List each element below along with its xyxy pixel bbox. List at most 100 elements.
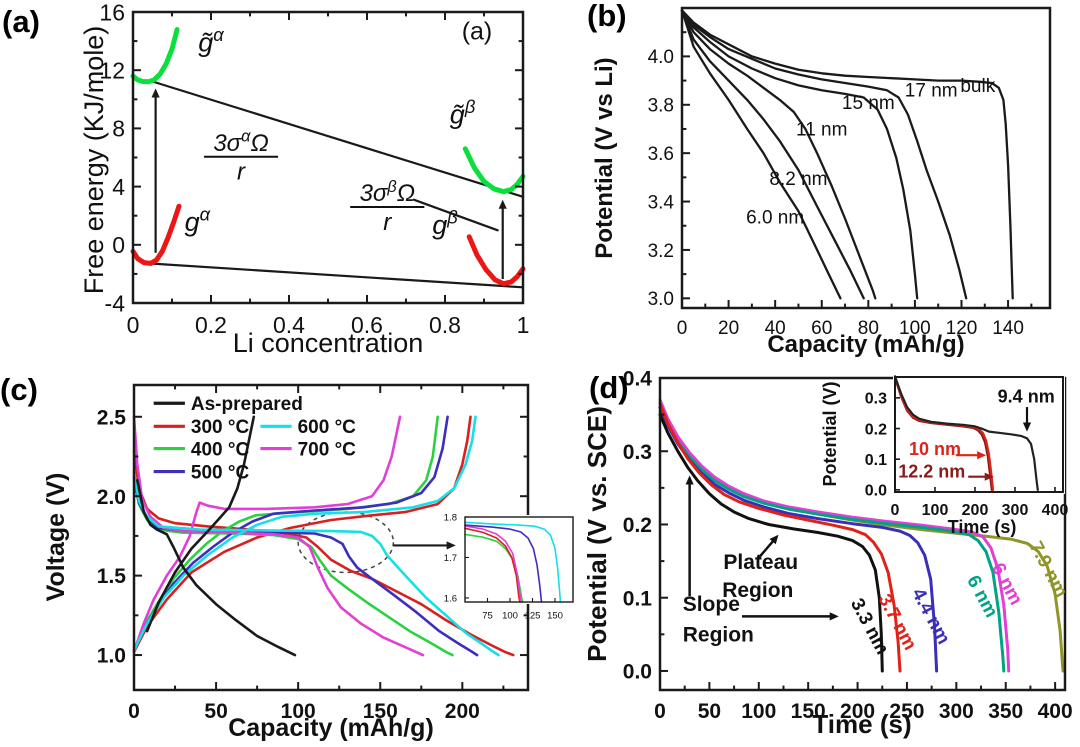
y-axis-label-b: Potential (V vs Li) xyxy=(591,57,618,258)
annotation-text: 11 nm xyxy=(796,120,847,141)
y-axis-label-a: Free energy (KJ/mole) xyxy=(79,26,109,295)
tick-label: 4.0 xyxy=(648,47,674,68)
annotation-text: bulk xyxy=(960,76,995,97)
y-axis-label-c: Voltage (V) xyxy=(42,473,70,602)
tick-label: 0.6 xyxy=(351,312,383,338)
tick-label: 3.0 xyxy=(648,289,674,310)
series-ci-300C xyxy=(464,527,521,603)
series-c-600C-discharge xyxy=(132,471,500,657)
tick-label: 16 xyxy=(99,0,125,25)
arrow-head xyxy=(498,199,507,209)
tick-label: 80 xyxy=(858,318,879,339)
annotation-text: Plateau xyxy=(723,551,798,574)
series-d-3.3nm xyxy=(658,413,884,673)
tick-label: 0 xyxy=(654,700,666,723)
fraction-denominator: r xyxy=(237,159,246,186)
tick-label: 50 xyxy=(698,700,721,723)
tick-label: 0.4 xyxy=(273,312,305,338)
tick-label: -4 xyxy=(105,290,126,316)
series-c-500C-discharge xyxy=(132,475,479,657)
panel-ci: 75 100 125 150 1.6 1.7 1.8 xyxy=(444,512,575,622)
tick-label: 0.1 xyxy=(623,587,653,610)
legend-label: As-prepared xyxy=(191,394,303,415)
tick-label: 0.4 xyxy=(623,368,653,391)
tick-label: 40 xyxy=(765,318,786,339)
tick-label: 150 xyxy=(791,700,826,723)
tick-label: 300 xyxy=(939,700,974,723)
annotation-text: 6.0 nm xyxy=(746,207,804,228)
arrow-line xyxy=(756,538,776,560)
tick-label: 0 xyxy=(127,312,140,338)
y-axis-label-d: Potential (V vs. SCE) xyxy=(582,406,612,662)
series-c-700C-charge xyxy=(132,415,402,654)
tick-label: 300 xyxy=(1002,502,1029,519)
annotation-text: Region xyxy=(722,579,793,602)
legend-label: 400 °C xyxy=(191,439,250,460)
series-b-6.0nm xyxy=(680,9,842,300)
tick-label: 1 xyxy=(517,312,530,338)
panel-label-c: (c) xyxy=(0,372,38,407)
annotation-text: 10 nm xyxy=(909,439,961,459)
tick-label: 1.0 xyxy=(97,645,126,668)
tick-label: 60 xyxy=(811,318,832,339)
series-d-6nm-magenta xyxy=(658,398,1011,673)
annotation-text: Region xyxy=(683,624,754,647)
x-axis-label-d: Time (s) xyxy=(812,709,911,739)
tick-label: 3.4 xyxy=(648,192,675,213)
annotation-text: g̃α xyxy=(198,24,224,57)
arrow-head xyxy=(984,472,994,481)
series-c-as-prepared-discharge xyxy=(136,479,297,657)
annotation-text: 17 nm xyxy=(905,80,958,101)
series-b-8.2nm xyxy=(680,9,865,300)
tick-label: 100 xyxy=(502,611,518,622)
fraction-numerator: 3σβΩ xyxy=(360,178,415,207)
tick-label: 75 xyxy=(482,611,493,622)
tick-label: 0.3 xyxy=(623,441,652,464)
annotation-text: gα xyxy=(185,204,211,237)
annotation-text: gβ xyxy=(432,207,458,240)
series-ci-700C xyxy=(464,525,522,603)
panel-di: 0 100 200 300 400 0.0 0.1 0.2 0.3 Time (s) Potenti… xyxy=(820,375,1068,537)
series-c-as-prepared-charge xyxy=(145,415,256,633)
tick-label: 20 xyxy=(718,318,739,339)
fraction-denominator: r xyxy=(383,209,392,236)
legend-label: 300 °C xyxy=(191,417,250,438)
tick-label: 200 xyxy=(962,502,989,519)
tick-label: 200 xyxy=(840,700,875,723)
series-a-g-alpha-bulk xyxy=(130,203,182,266)
tick-label: 0 xyxy=(128,700,140,723)
tick-label: 125 xyxy=(525,611,541,622)
legend-label: 700 °C xyxy=(298,439,357,460)
tick-label: 0.3 xyxy=(865,391,887,408)
y-axis-label-di: Potential (V) xyxy=(820,381,840,486)
arrow-head xyxy=(685,475,694,485)
tick-label: 3.8 xyxy=(648,96,674,117)
tick-label: 0.8 xyxy=(429,312,461,338)
series-ci-500C xyxy=(464,524,543,603)
series-a-g-beta-bulk xyxy=(466,234,526,287)
annotation-text: g̃β xyxy=(450,96,476,129)
plot-frame xyxy=(658,376,1067,692)
series-a-common-tangent-nano xyxy=(151,80,525,198)
arrow-head xyxy=(977,451,987,460)
x-axis-label-di: Time (s) xyxy=(948,517,1017,537)
tick-label: 0 xyxy=(112,232,125,258)
tick-label: 0.0 xyxy=(865,483,887,500)
tick-label: 250 xyxy=(889,700,924,723)
tick-label: 120 xyxy=(946,318,978,339)
tick-label: 0.2 xyxy=(865,421,887,438)
annotation-text: 9.4 nm xyxy=(998,386,1055,406)
tick-label: 0 xyxy=(891,502,900,519)
series-d-6nm-teal xyxy=(658,405,1006,673)
tick-label: 0.2 xyxy=(623,514,652,537)
arrow-head xyxy=(1022,422,1032,432)
annotation-text: (a) xyxy=(462,18,493,46)
tick-label: 200 xyxy=(445,700,480,723)
series-b-15nm xyxy=(680,9,919,300)
plot-frame xyxy=(464,516,574,603)
tick-label: 400 xyxy=(1038,700,1073,723)
x-axis-label-c: Capacity (mAh/g) xyxy=(228,714,434,742)
series-a-beta-offset-line xyxy=(412,198,499,232)
